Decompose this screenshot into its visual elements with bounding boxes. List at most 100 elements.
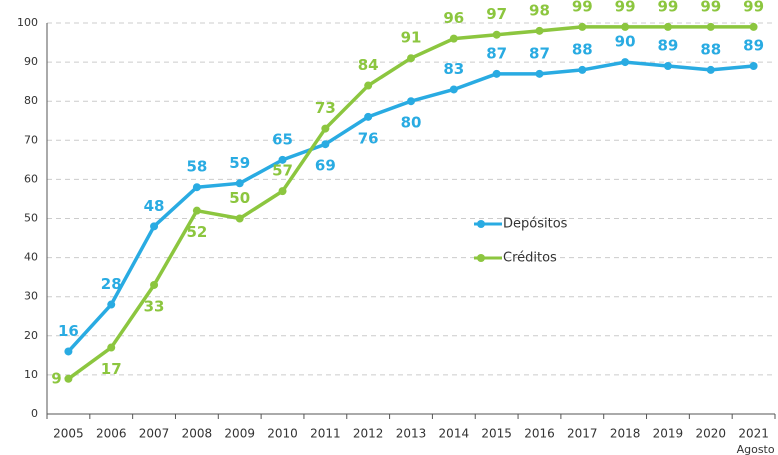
data-label: 91 xyxy=(401,29,422,47)
data-label: 58 xyxy=(186,158,207,176)
data-label: 99 xyxy=(743,0,764,15)
x-tick-label: 2005 xyxy=(53,427,84,441)
data-label: 88 xyxy=(572,40,593,58)
data-label: 99 xyxy=(615,0,636,15)
data-label: 48 xyxy=(144,197,165,215)
point xyxy=(492,30,501,39)
data-label: 90 xyxy=(615,33,636,51)
point xyxy=(749,62,758,71)
data-label: 87 xyxy=(486,44,507,62)
data-label: 87 xyxy=(529,44,550,62)
data-label: 88 xyxy=(700,40,721,58)
data-label: 59 xyxy=(229,154,250,172)
x-tick-label: 2009 xyxy=(224,427,255,441)
y-tick-label: 0 xyxy=(31,407,38,420)
x-tick-label: 2010 xyxy=(267,427,298,441)
x-annotation: Agosto xyxy=(737,443,775,455)
x-tick-label: 2019 xyxy=(653,427,684,441)
data-label: 89 xyxy=(743,37,764,55)
point xyxy=(364,81,373,90)
data-label: 65 xyxy=(272,130,293,148)
x-tick-label: 2021 xyxy=(738,427,769,441)
point xyxy=(706,22,715,31)
point xyxy=(321,140,330,149)
point xyxy=(278,155,287,164)
y-tick-label: 70 xyxy=(24,133,38,146)
data-label: 84 xyxy=(358,56,379,74)
point xyxy=(621,58,630,67)
data-label: 57 xyxy=(272,162,293,180)
y-tick-label: 10 xyxy=(24,368,38,381)
point xyxy=(107,300,116,309)
data-label: 97 xyxy=(486,5,507,23)
data-label: 50 xyxy=(229,189,250,207)
x-tick-label: 2015 xyxy=(481,427,512,441)
y-tick-label: 50 xyxy=(24,212,38,225)
data-label: 99 xyxy=(572,0,593,15)
data-label: 96 xyxy=(443,9,464,27)
point xyxy=(578,22,587,31)
point xyxy=(492,69,501,78)
data-label: 16 xyxy=(58,322,79,340)
data-label: 33 xyxy=(144,297,165,315)
y-tick-label: 40 xyxy=(24,251,38,264)
data-label: 9 xyxy=(51,369,61,387)
series-line xyxy=(67,25,754,381)
x-tick-label: 2016 xyxy=(524,427,555,441)
point xyxy=(449,85,458,94)
data-label: 99 xyxy=(658,0,679,15)
data-label: 80 xyxy=(401,114,422,132)
y-tick-label: 20 xyxy=(24,329,38,342)
point xyxy=(64,347,73,356)
data-label: 89 xyxy=(658,37,679,55)
y-tick-label: 100 xyxy=(17,16,38,29)
x-tick-label: 2018 xyxy=(610,427,641,441)
point xyxy=(278,187,287,196)
y-tick-label: 30 xyxy=(24,290,38,303)
data-label: 17 xyxy=(101,360,122,378)
point xyxy=(107,343,116,352)
data-label: 73 xyxy=(315,99,336,117)
x-tick-label: 2020 xyxy=(695,427,726,441)
data-label: 69 xyxy=(315,157,336,175)
series-line xyxy=(67,60,754,353)
legend-label: Depósitos xyxy=(503,217,568,232)
point xyxy=(663,22,672,31)
point xyxy=(407,97,415,106)
data-label: 99 xyxy=(700,0,721,15)
point xyxy=(150,280,159,289)
point xyxy=(749,22,758,31)
x-tick-label: 2007 xyxy=(139,427,170,441)
x-tick-label: 2006 xyxy=(96,427,127,441)
legend-label: Créditos xyxy=(503,251,557,266)
point xyxy=(235,214,244,223)
data-label: 76 xyxy=(358,129,379,147)
point xyxy=(321,124,330,133)
point xyxy=(663,62,672,71)
x-tick-label: 2008 xyxy=(182,427,213,441)
x-tick-label: 2012 xyxy=(353,427,384,441)
point xyxy=(364,112,373,121)
point xyxy=(192,206,201,215)
data-label: 98 xyxy=(529,1,550,19)
point xyxy=(578,65,587,74)
x-tick-label: 2011 xyxy=(310,427,341,441)
y-tick-label: 90 xyxy=(24,55,38,68)
y-tick-label: 60 xyxy=(24,172,38,185)
x-tick-label: 2017 xyxy=(567,427,598,441)
point xyxy=(235,179,244,188)
point xyxy=(621,22,630,31)
data-label: 52 xyxy=(186,223,207,241)
point xyxy=(407,54,415,63)
x-tick-label: 2013 xyxy=(396,427,427,441)
point xyxy=(535,69,544,78)
y-tick-label: 80 xyxy=(24,94,38,107)
point xyxy=(150,222,159,231)
point xyxy=(192,183,201,192)
point xyxy=(535,26,544,35)
legend-marker xyxy=(477,254,485,262)
legend-marker xyxy=(477,220,485,228)
data-label: 28 xyxy=(101,275,122,293)
point xyxy=(449,34,458,43)
